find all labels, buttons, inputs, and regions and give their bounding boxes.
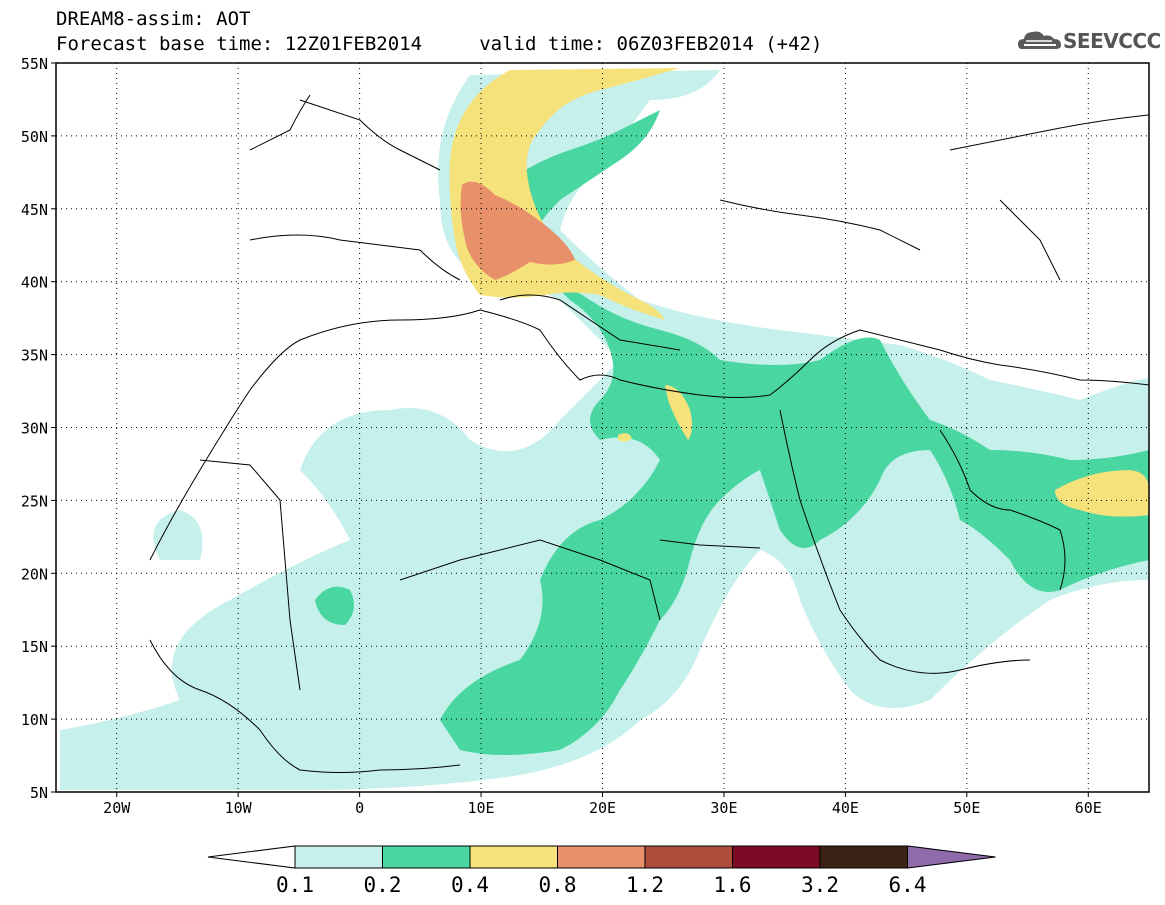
lon-tick-label: 10W [225, 799, 253, 817]
lon-tick-label: 50E [953, 799, 980, 817]
lat-tick-label: 55N [21, 55, 48, 73]
title-line-2: Forecast base time: 12Z01FEB2014 valid t… [56, 33, 823, 55]
lat-tick-label: 45N [21, 201, 48, 219]
lon-tick-label: 10E [468, 799, 495, 817]
colorbar-label: 0.2 [363, 873, 402, 897]
lon-tick-label: 20E [589, 799, 616, 817]
lon-tick-label: 60E [1075, 799, 1102, 817]
colorbar-arrow-low [207, 845, 296, 869]
lat-tick-label: 40N [21, 274, 48, 292]
lon-tick-label: 40E [832, 799, 859, 817]
aot-field [60, 68, 1149, 790]
lat-tick-label: 35N [21, 347, 48, 365]
lat-tick-label: 30N [21, 420, 48, 438]
lat-tick-label: 10N [21, 711, 48, 729]
colorbar-arrow-high [907, 845, 996, 869]
colorbar-bin [382, 845, 471, 869]
graticule [56, 63, 1149, 792]
lat-tick-label: 20N [21, 565, 48, 583]
colorbar-bin [644, 845, 733, 869]
colorbar-label: 0.1 [276, 873, 314, 897]
colorbar-bin [557, 845, 646, 869]
lon-tick-label: 0 [355, 799, 364, 817]
colorbar-bin [732, 845, 821, 869]
colorbar-label: 1.6 [713, 873, 752, 897]
colorbar-label: 3.2 [801, 873, 839, 897]
cloud-icon [1018, 31, 1061, 49]
lat-tick-label: 15N [21, 638, 48, 656]
title-line-1: DREAM8-assim: AOT [56, 8, 251, 30]
colorbar-label: 1.2 [626, 873, 664, 897]
lon-tick-label: 20W [103, 799, 131, 817]
lat-tick-label: 25N [21, 492, 48, 510]
colorbar-label: 0.4 [451, 873, 489, 897]
colorbar [207, 845, 996, 869]
colorbar-label: 0.8 [538, 873, 577, 897]
colorbar-bin [294, 845, 383, 869]
lon-axis: 20W 10W 0 10E 20E 30E 40E 50E 60E [103, 792, 1102, 817]
colorbar-label: 6.4 [888, 873, 927, 897]
aot-contour-0.2 [315, 110, 1149, 755]
colorbar-bin [469, 845, 558, 869]
lon-tick-label: 30E [710, 799, 737, 817]
coastlines [149, 94, 1149, 773]
aot-contour-0.8 [460, 181, 575, 280]
lat-tick-label: 5N [30, 784, 48, 802]
colorbar-bin [819, 845, 908, 869]
lat-axis: 55N 50N 45N 40N 35N 30N 25N 20N 15N 10N 5N [21, 55, 56, 802]
logo-text: SEEVCCC [1063, 29, 1161, 53]
lat-tick-label: 50N [21, 128, 48, 146]
